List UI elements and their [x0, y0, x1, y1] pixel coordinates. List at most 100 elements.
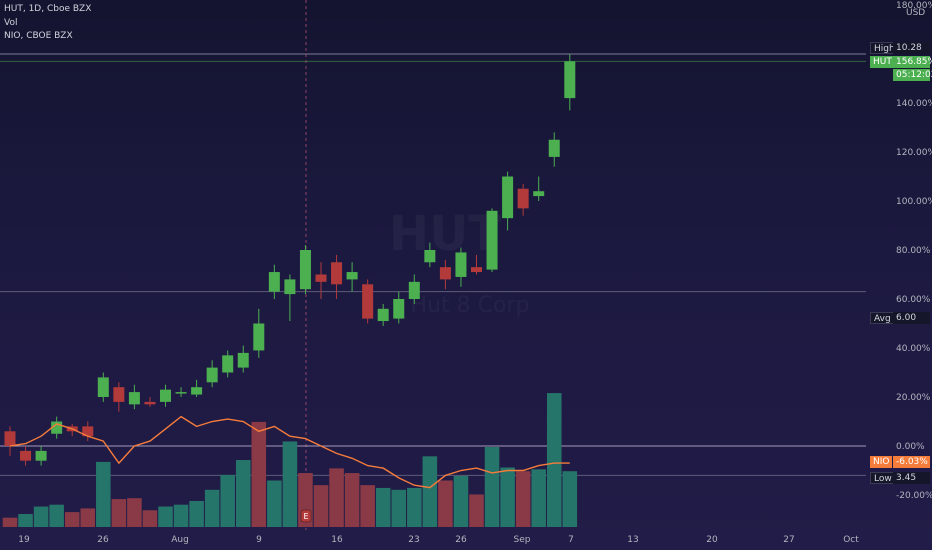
volume-bar	[235, 460, 251, 527]
legend-main-symbol-text: HUT, 1D, Cboe BZX	[4, 4, 92, 14]
candlestick[interactable]	[128, 384, 140, 410]
candle-body	[35, 450, 47, 461]
time-axis-tick-label: 23	[408, 535, 419, 545]
candle-body	[331, 262, 343, 285]
candlestick[interactable]	[408, 274, 420, 304]
price-axis-top-partial-label: 180.00%	[896, 1, 932, 11]
candlestick[interactable]	[113, 382, 125, 412]
candle-body	[548, 139, 560, 157]
low-tag-label: Low	[870, 472, 896, 484]
candlestick[interactable]	[284, 274, 296, 322]
candlestick[interactable]	[191, 379, 203, 397]
candlestick[interactable]	[268, 264, 280, 299]
volume-bar	[469, 494, 484, 527]
volume-bar	[18, 513, 33, 527]
candlestick[interactable]	[377, 303, 389, 326]
candlestick[interactable]	[331, 254, 343, 299]
candlestick-series	[4, 54, 576, 466]
candlestick[interactable]	[299, 245, 311, 295]
candlestick[interactable]	[471, 254, 482, 275]
candle-body	[564, 61, 576, 99]
legend-main-symbol[interactable]: HUT, 1D, Cboe BZX	[4, 4, 91, 14]
volume-bar	[96, 461, 111, 527]
price-axis-tick-label: 100.00%	[896, 197, 932, 207]
legend-volume[interactable]: Vol	[4, 18, 17, 28]
candle-body	[175, 392, 187, 394]
candlestick[interactable]	[346, 262, 358, 292]
candlestick[interactable]	[206, 360, 218, 388]
candle-body	[377, 308, 389, 322]
candlestick[interactable]	[35, 446, 47, 466]
candlestick[interactable]	[237, 345, 249, 373]
candlestick[interactable]	[175, 387, 187, 397]
low-tag-value: 3.45	[893, 472, 930, 484]
candle-body	[20, 450, 32, 461]
candlestick[interactable]	[533, 176, 545, 202]
candlestick[interactable]	[517, 183, 529, 216]
price-axis-tick-label: 80.00%	[896, 246, 931, 256]
price-axis[interactable]: 140.00% 120.00% 100.00% 80.00% 60.00% 40.00% 2…	[896, 99, 932, 501]
candle-body	[439, 267, 451, 280]
time-axis[interactable]: 19 26 Aug 9 16 23 26 Sep 7 13 20 27 Oct	[18, 535, 859, 545]
candlestick[interactable]	[253, 308, 265, 358]
volume-bar	[391, 489, 407, 527]
volume-bar	[49, 504, 64, 527]
candle-body	[268, 272, 280, 292]
volume-bar	[127, 498, 142, 527]
volume-bar	[360, 485, 375, 527]
volume-bar	[313, 485, 329, 527]
volume-bar	[64, 512, 80, 527]
volume-bar	[329, 468, 344, 527]
candlestick[interactable]	[393, 291, 405, 324]
price-axis-tick-label: 140.00%	[896, 99, 932, 109]
volume-bar	[375, 487, 391, 527]
volume-bar	[484, 447, 500, 527]
candlestick[interactable]	[82, 421, 94, 442]
time-axis-tick-label: 9	[256, 535, 262, 545]
candlestick[interactable]	[362, 279, 374, 324]
candlestick[interactable]	[315, 262, 327, 299]
candle-body	[51, 421, 63, 434]
volume-bar	[189, 500, 204, 527]
volume-bar	[531, 469, 546, 527]
candlestick[interactable]	[20, 446, 32, 466]
candlestick[interactable]	[144, 397, 156, 407]
candlestick[interactable]	[455, 247, 467, 287]
candlestick[interactable]	[160, 384, 171, 407]
time-axis-tick-label: 7	[568, 535, 574, 545]
price-axis-tick-label: 120.00%	[896, 148, 932, 158]
candle-body	[237, 352, 249, 368]
volume-bar	[344, 473, 360, 527]
volume-bar	[142, 510, 158, 527]
candle-body	[191, 387, 203, 395]
candle-body	[502, 176, 514, 219]
currency-label: USD	[906, 8, 925, 18]
candlestick[interactable]	[502, 171, 514, 231]
candle-body	[4, 431, 16, 446]
candlestick[interactable]	[548, 132, 560, 167]
earnings-marker-icon[interactable]: E	[300, 509, 312, 523]
candlestick[interactable]	[439, 259, 451, 290]
legend-compare-symbol[interactable]: NIO, CBOE BZX	[4, 31, 73, 41]
compare-tag-label: NIO	[870, 456, 893, 468]
candlestick[interactable]	[51, 416, 63, 439]
volume-bar	[438, 480, 453, 527]
candle-body	[455, 252, 467, 277]
candlestick[interactable]	[564, 54, 576, 111]
candlestick[interactable]	[424, 242, 436, 268]
candle-body	[253, 323, 265, 351]
time-axis-tick-label: 27	[783, 535, 794, 545]
time-axis-tick-label: 16	[331, 535, 343, 545]
candlestick[interactable]	[486, 208, 498, 273]
candlestick[interactable]	[222, 350, 234, 378]
candlestick[interactable]	[97, 372, 109, 402]
candle-body	[517, 188, 529, 209]
legend-volume-text: Vol	[4, 18, 18, 28]
volume-bar	[407, 487, 422, 527]
volume-bar	[80, 508, 96, 527]
candlestick[interactable]	[4, 426, 16, 456]
candle-body	[206, 367, 218, 383]
volume-bar	[2, 517, 18, 527]
candle-body	[128, 392, 140, 405]
